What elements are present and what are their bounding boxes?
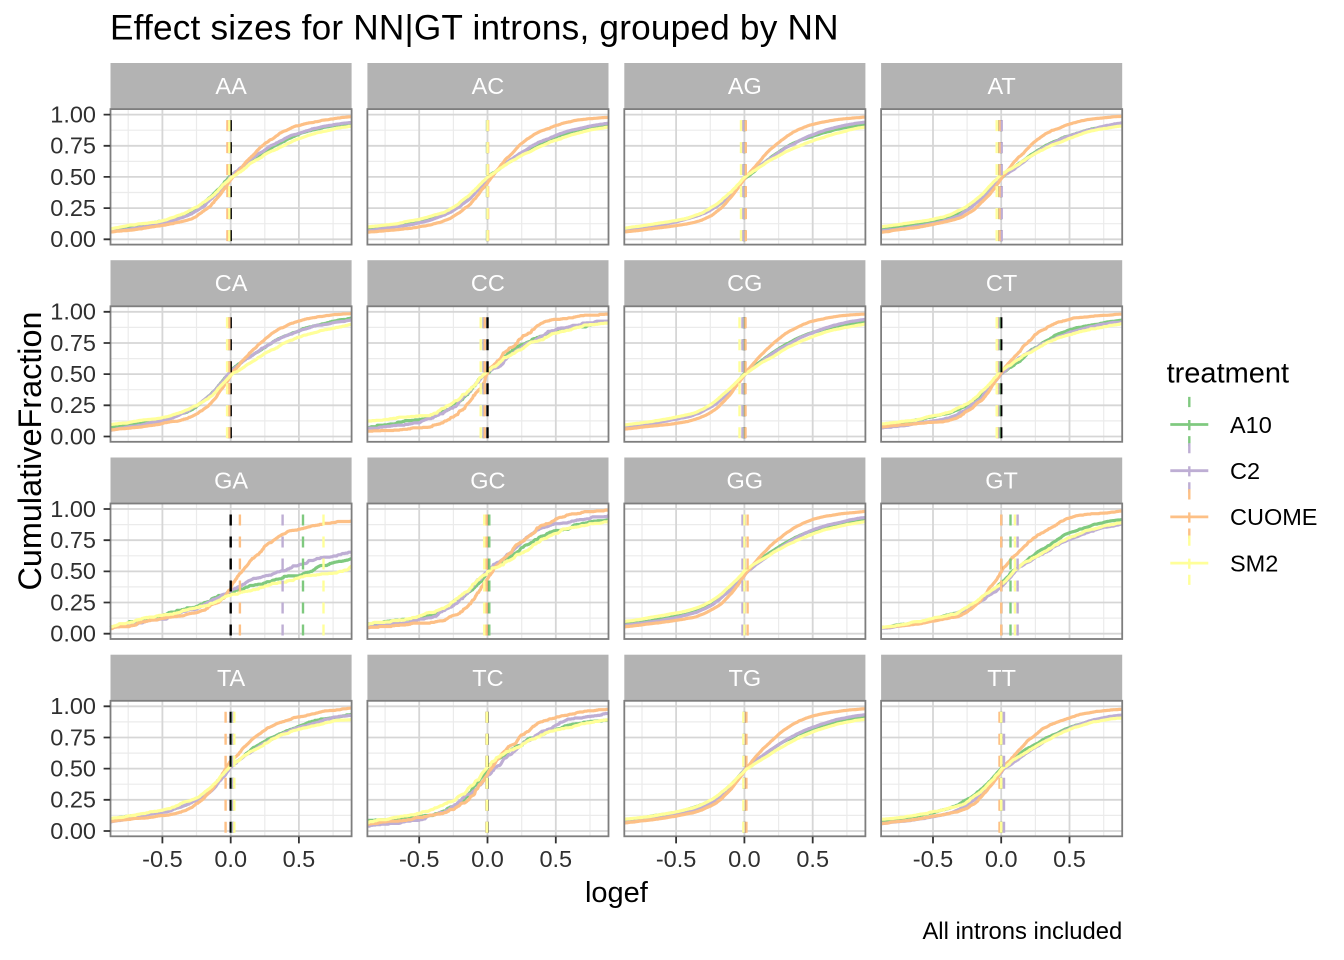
svg-text:0.75: 0.75 xyxy=(50,133,96,159)
svg-text:-0.5: -0.5 xyxy=(142,846,183,872)
svg-text:Effect sizes for NN|GT introns: Effect sizes for NN|GT introns, grouped … xyxy=(110,9,839,48)
svg-text:0.0: 0.0 xyxy=(214,846,247,872)
svg-text:0.75: 0.75 xyxy=(50,527,96,553)
svg-text:0.00: 0.00 xyxy=(50,423,96,449)
svg-text:0.5: 0.5 xyxy=(283,846,316,872)
svg-text:0.50: 0.50 xyxy=(50,164,96,190)
svg-text:TC: TC xyxy=(472,665,503,691)
svg-text:logef: logef xyxy=(585,877,649,909)
svg-text:1.00: 1.00 xyxy=(50,299,96,325)
svg-text:-0.5: -0.5 xyxy=(913,846,954,872)
svg-text:CumulativeFraction: CumulativeFraction xyxy=(12,311,48,590)
svg-text:AT: AT xyxy=(987,73,1015,99)
svg-text:1.00: 1.00 xyxy=(50,693,96,719)
svg-text:C2: C2 xyxy=(1230,458,1260,484)
svg-text:GT: GT xyxy=(985,468,1018,494)
svg-text:AC: AC xyxy=(472,73,505,99)
svg-text:GC: GC xyxy=(470,468,505,494)
svg-text:1.00: 1.00 xyxy=(50,102,96,128)
svg-text:-0.5: -0.5 xyxy=(656,846,697,872)
svg-text:0.75: 0.75 xyxy=(50,724,96,750)
svg-text:-0.5: -0.5 xyxy=(399,846,440,872)
svg-text:0.0: 0.0 xyxy=(728,846,761,872)
svg-text:AA: AA xyxy=(215,73,247,99)
svg-text:TA: TA xyxy=(217,665,246,691)
svg-text:0.00: 0.00 xyxy=(50,818,96,844)
svg-text:CT: CT xyxy=(986,270,1017,296)
svg-text:CG: CG xyxy=(727,270,762,296)
svg-text:1.00: 1.00 xyxy=(50,496,96,522)
svg-text:0.25: 0.25 xyxy=(50,195,96,221)
svg-text:AG: AG xyxy=(728,73,762,99)
svg-text:0.0: 0.0 xyxy=(471,846,504,872)
svg-text:GA: GA xyxy=(214,468,248,494)
svg-text:CUOME: CUOME xyxy=(1230,504,1317,530)
svg-text:0.00: 0.00 xyxy=(50,621,96,647)
svg-text:0.75: 0.75 xyxy=(50,330,96,356)
svg-text:CC: CC xyxy=(471,270,505,296)
svg-text:TG: TG xyxy=(728,665,761,691)
svg-text:All introns included: All introns included xyxy=(922,918,1122,945)
svg-text:0.50: 0.50 xyxy=(50,756,96,782)
svg-text:0.50: 0.50 xyxy=(50,361,96,387)
svg-text:0.50: 0.50 xyxy=(50,558,96,584)
svg-text:CA: CA xyxy=(215,270,248,296)
svg-text:0.5: 0.5 xyxy=(539,846,572,872)
svg-text:SM2: SM2 xyxy=(1230,550,1278,576)
svg-text:0.5: 0.5 xyxy=(1053,846,1086,872)
svg-text:0.5: 0.5 xyxy=(796,846,829,872)
svg-text:GG: GG xyxy=(727,468,764,494)
svg-text:TT: TT xyxy=(987,665,1016,691)
svg-text:treatment: treatment xyxy=(1167,358,1290,390)
svg-text:0.0: 0.0 xyxy=(985,846,1018,872)
svg-text:0.00: 0.00 xyxy=(50,226,96,252)
svg-text:0.25: 0.25 xyxy=(50,392,96,418)
svg-text:0.25: 0.25 xyxy=(50,589,96,615)
svg-text:A10: A10 xyxy=(1230,412,1272,438)
svg-text:0.25: 0.25 xyxy=(50,787,96,813)
